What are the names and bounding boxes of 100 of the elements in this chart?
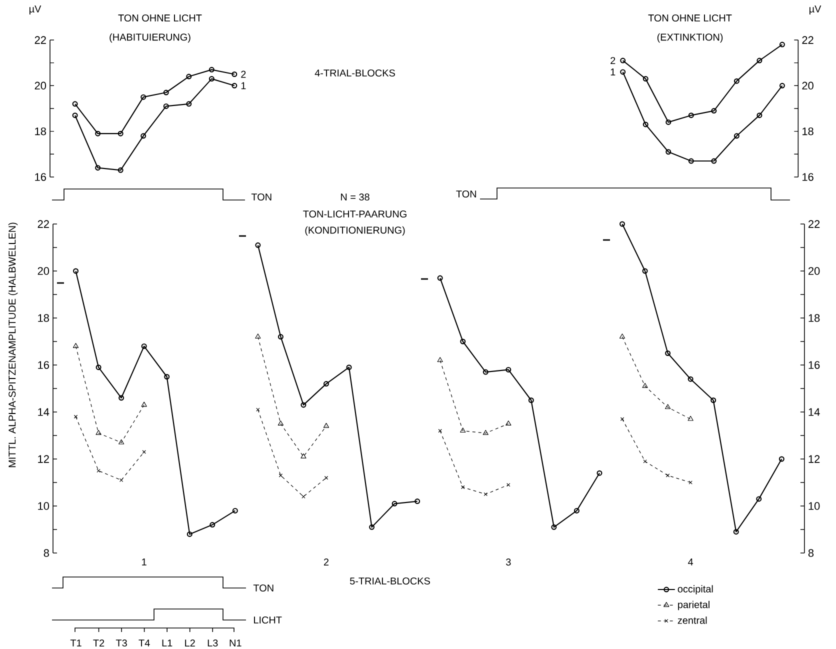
point (323, 422, 330, 428)
y-tick-label: 18 (802, 127, 814, 136)
point (278, 474, 283, 478)
point (642, 268, 648, 274)
x-tick-label: 3 (506, 558, 511, 566)
point (733, 529, 739, 535)
point (140, 133, 146, 139)
y-tick-label: 8 (44, 549, 49, 557)
point (186, 531, 192, 537)
point (118, 395, 124, 401)
point (620, 417, 624, 421)
point (642, 122, 648, 128)
legend-label: occipital (678, 585, 713, 594)
y-tick-label: 20 (38, 267, 50, 275)
point (392, 500, 398, 506)
y-tick-label: 20 (34, 82, 46, 90)
series-label: 2 (241, 70, 246, 78)
x-tick-label: 1 (142, 558, 146, 566)
point (96, 430, 102, 435)
point (255, 334, 261, 339)
y-tick-label: 10 (38, 502, 50, 510)
point (482, 430, 488, 435)
point (528, 397, 534, 403)
point (300, 453, 306, 458)
series-label: 2 (610, 57, 616, 64)
y-axis-title: MITTL. ALPHA-SPITZENAMPLITUDE (HALBWELLEN) (8, 222, 18, 468)
text: T1 (70, 640, 82, 646)
point (574, 508, 580, 514)
point (278, 334, 284, 340)
point (460, 428, 466, 433)
point (256, 408, 260, 412)
y-tick-label: 18 (38, 314, 49, 322)
text: T4 (138, 640, 150, 646)
point (95, 165, 101, 171)
point (688, 158, 694, 164)
point (461, 485, 465, 490)
point (302, 494, 306, 498)
point (369, 524, 375, 530)
text: 4-TRIAL-BLOCKS (314, 69, 395, 77)
y-tick-label: 16 (802, 173, 814, 181)
point (688, 376, 694, 382)
y2-tick-label: 14 (808, 408, 820, 416)
text: L2 (185, 640, 195, 646)
y-tick-label: 18 (35, 127, 46, 136)
point (72, 342, 79, 348)
y2-tick-label: 10 (808, 502, 820, 510)
legend-label: parietal (678, 600, 710, 610)
point (506, 420, 512, 426)
text: L1 (162, 640, 172, 646)
point (210, 522, 216, 528)
text: TON (253, 584, 274, 592)
point (278, 420, 284, 426)
chart-subtitle: (KONDITIONIERUNG) (305, 226, 405, 236)
y-tick-label: 22 (34, 36, 46, 44)
y-axis-title: µV (810, 6, 822, 14)
chart-title: TON OHNE LICHT (118, 14, 202, 22)
y-tick-label: 22 (38, 220, 49, 228)
x-tick-label: 2 (324, 558, 329, 566)
series-label: 1 (241, 82, 246, 90)
point (643, 459, 647, 464)
y2-tick-label: 12 (808, 455, 820, 463)
series-label: 1 (610, 68, 616, 76)
point (141, 402, 147, 407)
point (163, 103, 169, 109)
x-axis-title: 5-TRIAL-BLOCKS (350, 577, 430, 585)
point (666, 149, 672, 155)
point (346, 364, 352, 370)
point (208, 66, 214, 72)
point (208, 76, 214, 82)
point (666, 119, 672, 125)
point (688, 480, 692, 484)
point (756, 58, 762, 64)
point (711, 108, 717, 114)
point (96, 364, 102, 370)
point (300, 402, 306, 408)
point (141, 343, 147, 349)
y-axis-title: µV (29, 6, 42, 14)
text: TON (456, 190, 476, 198)
point (664, 404, 671, 410)
chart-title: TON-LICHT-PAARUNG (303, 210, 406, 218)
y-tick-label: 20 (802, 82, 814, 90)
y-tick-label: 16 (35, 173, 46, 181)
y-tick-label: 22 (802, 36, 814, 44)
point (756, 112, 762, 118)
point (118, 130, 124, 136)
point (734, 133, 740, 139)
point (482, 369, 488, 375)
point (484, 492, 488, 496)
point (437, 357, 443, 362)
point (438, 428, 442, 433)
point (118, 167, 124, 173)
point (642, 382, 648, 388)
point (460, 338, 466, 344)
point (186, 101, 192, 107)
text: L3 (208, 639, 218, 647)
point (186, 74, 192, 80)
point (756, 496, 762, 502)
y2-tick-label: 18 (808, 314, 820, 322)
point (96, 468, 100, 473)
point (619, 334, 626, 339)
